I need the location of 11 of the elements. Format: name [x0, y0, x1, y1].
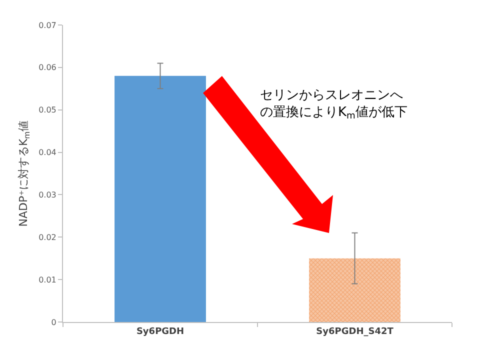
y-tick-label: 0.05 [38, 106, 56, 115]
y-tick-label: 0.06 [38, 63, 56, 72]
x-tick-label: Sy6PGDH [136, 326, 184, 337]
x-tick-label: Sy6PGDH_S42T [316, 326, 394, 337]
y-tick-label: 0.02 [38, 232, 56, 242]
y-tick-label: 0.04 [38, 148, 56, 158]
y-tick-label: 0.07 [38, 20, 56, 30]
y-tick-label: 0.01 [38, 275, 56, 284]
y-tick-label: 0 [51, 318, 56, 327]
annotation: セリンからスレオニンへの置換によりK$_{m}$値が低下 [260, 88, 408, 122]
y-tick-label: 0.03 [38, 190, 56, 200]
